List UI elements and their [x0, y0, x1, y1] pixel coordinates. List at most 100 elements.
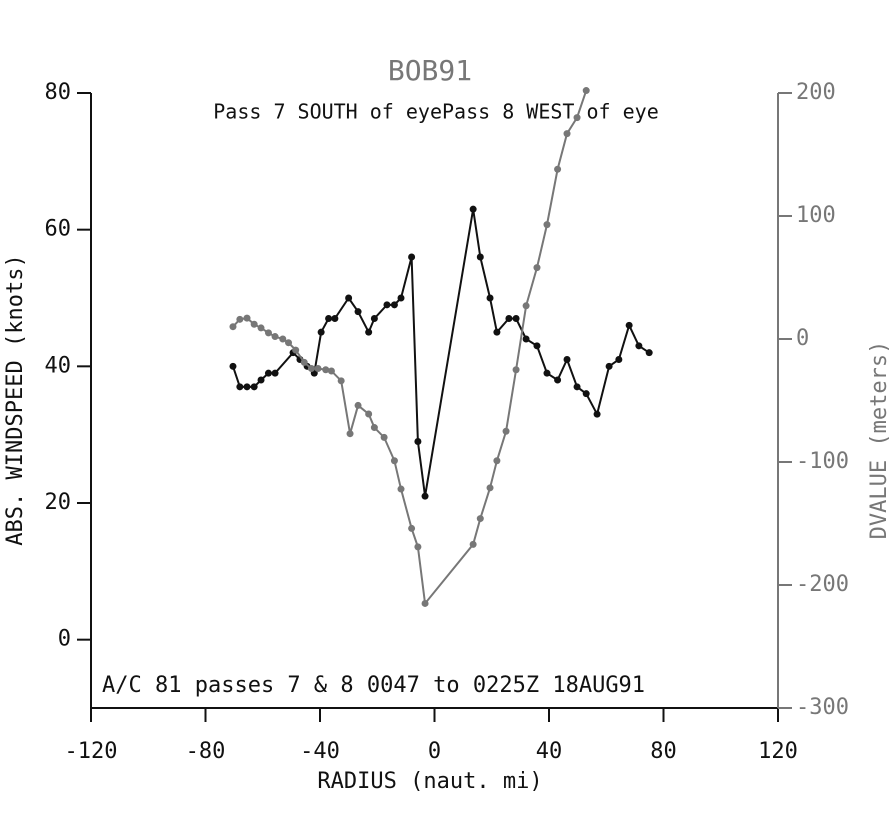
x-tick-label: 120: [758, 739, 798, 764]
data-point: [502, 427, 510, 435]
data-point: [522, 302, 530, 310]
y-axis-label: ABS. WINDSPEED (knots): [3, 254, 28, 545]
data-point: [345, 294, 353, 302]
data-point: [522, 335, 530, 343]
data-point: [505, 315, 513, 322]
data-point: [493, 328, 501, 336]
data-point: [322, 366, 330, 374]
data-point: [554, 165, 562, 173]
data-point: [421, 599, 429, 607]
data-point: [408, 524, 416, 532]
data-point: [390, 301, 398, 309]
data-point: [512, 315, 520, 322]
data-point: [285, 339, 293, 347]
data-point: [397, 485, 405, 493]
y-tick-label: 40: [45, 353, 72, 378]
data-point: [582, 390, 590, 398]
data-point: [397, 294, 405, 302]
data-point: [279, 335, 287, 343]
x-tick-label: 40: [536, 739, 563, 764]
data-point: [486, 484, 494, 492]
y2-tick-label: 200: [796, 80, 836, 105]
data-point: [365, 410, 373, 418]
data-point: [354, 308, 362, 316]
data-point: [365, 328, 373, 336]
data-point: [229, 362, 237, 370]
data-point: [533, 342, 541, 350]
data-point: [264, 369, 272, 377]
y2-tick-label: -200: [796, 572, 849, 597]
chart-subtitle: Pass 7 SOUTH of eyePass 8 WEST of eye: [213, 100, 659, 124]
data-point: [346, 430, 354, 438]
data-point: [554, 376, 562, 384]
x-tick-label: -120: [65, 739, 118, 764]
data-point: [243, 314, 251, 322]
data-point: [593, 410, 601, 418]
data-point: [635, 342, 643, 350]
data-point: [257, 376, 265, 384]
data-point: [421, 492, 429, 500]
data-point: [625, 321, 633, 329]
data-point: [486, 294, 494, 302]
chart-title: BOB91: [388, 54, 472, 87]
data-point: [257, 324, 265, 332]
data-point: [563, 356, 571, 363]
data-point: [250, 320, 258, 328]
data-point: [325, 315, 333, 322]
data-point: [414, 438, 422, 445]
data-point: [390, 457, 398, 465]
data-point: [469, 205, 477, 213]
data-point: [292, 346, 300, 354]
data-point: [271, 369, 279, 377]
data-point: [605, 362, 613, 370]
data-point: [327, 367, 335, 375]
x-tick-label: -80: [186, 739, 226, 764]
data-point: [645, 349, 653, 357]
y2-tick-label: 100: [796, 203, 836, 228]
plot-area: [229, 87, 653, 607]
data-point: [512, 366, 520, 374]
y2-tick-label: 0: [796, 326, 809, 351]
y-tick-label: 20: [45, 490, 72, 515]
data-point: [582, 87, 590, 95]
data-point: [337, 377, 345, 385]
x-tick-label: -40: [300, 739, 340, 764]
data-point: [476, 253, 484, 261]
data-point: [229, 323, 237, 331]
x-tick-label: 0: [428, 739, 441, 764]
data-point: [469, 540, 477, 548]
data-point: [533, 264, 541, 272]
data-point: [408, 253, 416, 261]
data-point: [250, 383, 258, 391]
data-point: [271, 333, 279, 341]
data-point: [615, 356, 623, 363]
data-point: [243, 383, 251, 391]
y2-tick-label: -100: [796, 449, 849, 474]
data-point: [314, 365, 322, 373]
y2-tick-label: -300: [796, 695, 849, 720]
data-point: [573, 383, 581, 391]
data-point: [317, 328, 325, 336]
y-tick-label: 80: [45, 80, 72, 105]
data-point: [476, 515, 484, 523]
data-point: [543, 221, 551, 229]
y2-axis-label: DVALUE (meters): [867, 341, 892, 540]
data-point: [414, 543, 422, 551]
data-point: [236, 383, 244, 391]
x-axis-label: RADIUS (naut. mi): [317, 769, 542, 794]
y-tick-label: 0: [58, 627, 71, 652]
data-point: [543, 369, 551, 377]
data-point: [380, 433, 388, 441]
annotation: A/C 81 passes 7 & 8 0047 to 0225Z 18AUG9…: [102, 673, 645, 698]
data-point: [573, 114, 581, 122]
data-point: [493, 457, 501, 465]
data-point: [236, 315, 244, 323]
data-point: [370, 315, 378, 322]
x-tick-label: 80: [650, 739, 677, 764]
data-point: [331, 315, 339, 322]
data-point: [383, 301, 391, 309]
y-tick-label: 60: [45, 217, 72, 242]
data-point: [300, 358, 308, 366]
data-point: [563, 130, 571, 138]
